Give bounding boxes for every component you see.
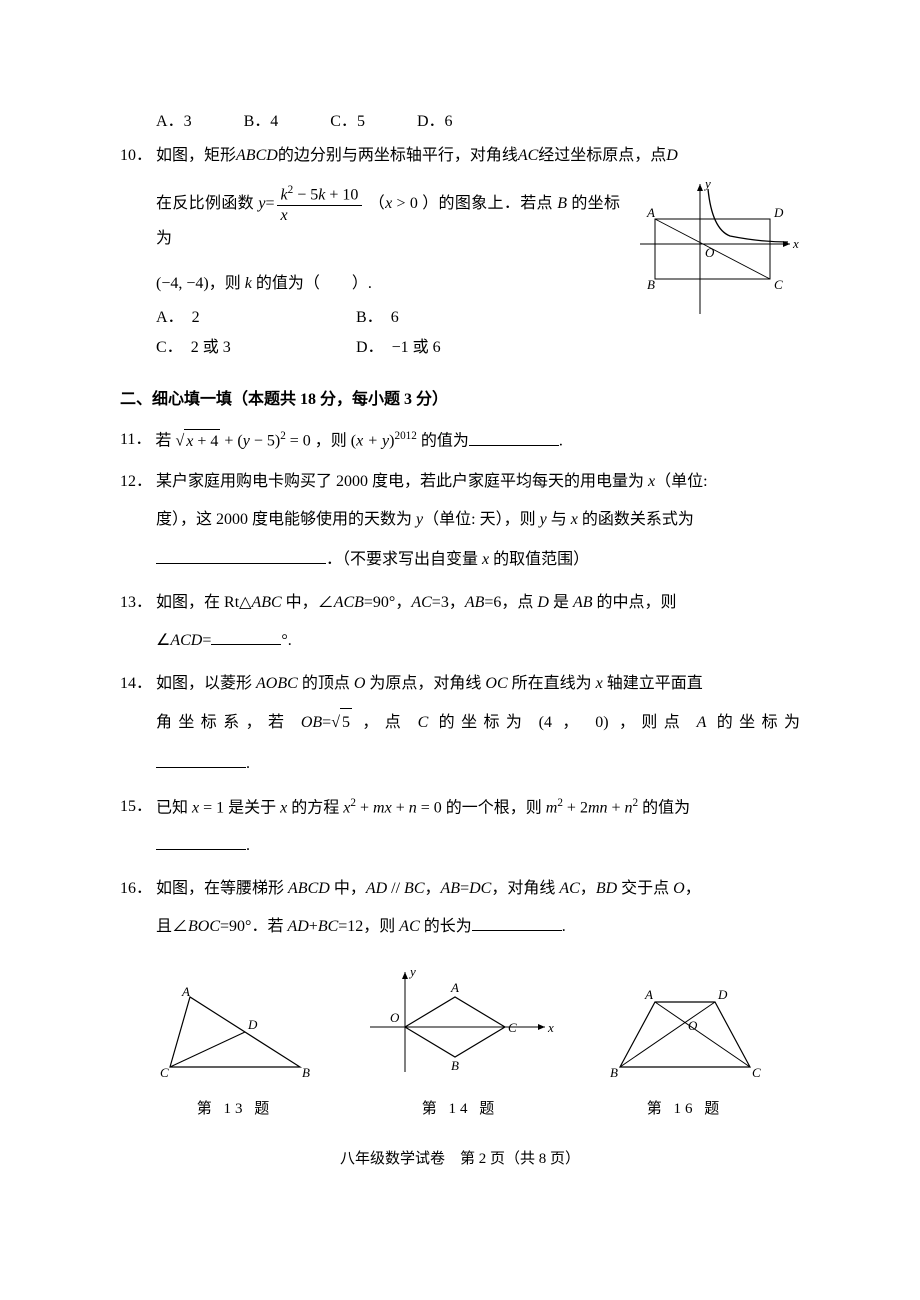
svg-text:B: B [302, 1065, 310, 1080]
q10-opt-c: C． 2 或 3 [156, 336, 356, 360]
svg-text:x: x [792, 236, 799, 251]
svg-text:C: C [508, 1020, 517, 1035]
svg-text:y: y [703, 176, 711, 191]
q12-blank [156, 547, 326, 564]
svg-text:O: O [688, 1018, 698, 1033]
q12: 12． 某户家庭用购电卡购买了 2000 度电，若此户家庭平均每天的用电量为 x… [120, 470, 800, 576]
svg-text:D: D [247, 1017, 258, 1032]
q13-line2: ∠ACD=°. [120, 627, 800, 656]
q16-line2: 且∠BOC=90°．若 AD+BC=12，则 AC 的长为. [120, 913, 800, 942]
q9-opt-a: A．3 [156, 110, 192, 134]
q14-blank [156, 751, 246, 768]
q14-line2: 角坐标系，若 OB=√5 ，点 C 的坐标为 (4 ， 0) ，则点 A 的坐标… [120, 708, 800, 738]
q9-opt-c: C．5 [330, 110, 365, 134]
q9-opt-d: D．6 [417, 110, 453, 134]
q13-line1: 如图，在 Rt△ABC 中，∠ACB=90°，AC=3，AB=6，点 D 是 A… [156, 591, 800, 615]
q15: 15． 已知 x = 1 是关于 x 的方程 x2 + mx + n = 0 的… [120, 795, 800, 861]
fig13: A C B D 第 13 题 [150, 982, 320, 1121]
q12-line1: 某户家庭用购电卡购买了 2000 度电，若此户家庭平均每天的用电量为 x（单位: [156, 470, 800, 494]
q10-number: 10． [120, 144, 152, 168]
q10: 10． 如图，矩形ABCD的边分别与两坐标轴平行，对角线AC经过坐标原点，点D … [120, 144, 800, 360]
svg-text:C: C [752, 1065, 761, 1080]
q16: 16． 如图，在等腰梯形 ABCD 中，AD // BC，AB=DC，对角线 A… [120, 877, 800, 942]
q12-line2: 度），这 2000 度电能够使用的天数为 y（单位: 天），则 y 与 x 的函… [120, 506, 800, 535]
svg-text:A: A [181, 984, 190, 999]
q16-number: 16． [120, 877, 152, 901]
q15-line2: . [120, 832, 800, 861]
svg-text:x: x [547, 1020, 554, 1035]
section2-title: 二、细心填一填（本题共 18 分，每小题 3 分） [120, 388, 800, 412]
q16-blank [472, 914, 562, 931]
svg-text:y: y [408, 964, 416, 979]
q13-number: 13． [120, 591, 152, 615]
q13: 13． 如图，在 Rt△ABC 中，∠ACB=90°，AC=3，AB=6，点 D… [120, 591, 800, 656]
svg-text:O: O [390, 1010, 400, 1025]
q11: 11． 若 √x + 4 + (y − 5)2 = 0 ，则 (x + y)20… [120, 428, 800, 453]
q14: 14． 如图，以菱形 AOBC 的顶点 O 为原点，对角线 OC 所在直线为 x… [120, 672, 800, 779]
svg-text:C: C [774, 277, 783, 292]
q10-figure: A D B C O x y [630, 174, 800, 332]
q10-opt-b: B． 6 [356, 306, 556, 330]
svg-text:O: O [705, 245, 715, 260]
q10-options: A． 2 B． 6 C． 2 或 3 D． −1 或 6 [120, 306, 620, 360]
q12-number: 12． [120, 470, 152, 494]
q13-blank [211, 628, 281, 645]
svg-text:A: A [450, 980, 459, 995]
svg-text:A: A [646, 205, 655, 220]
q11-blank [469, 429, 559, 446]
q15-number: 15． [120, 795, 152, 819]
svg-text:B: B [451, 1058, 459, 1073]
page-footer: 八年级数学试卷 第 2 页（共 8 页） [120, 1148, 800, 1171]
q10-opt-a: A． 2 [156, 306, 356, 330]
q9-opt-b: B．4 [244, 110, 279, 134]
q10-opt-d: D． −1 或 6 [356, 336, 556, 360]
fig14-caption: 第 14 题 [360, 1098, 560, 1121]
q11-number: 11． [120, 428, 151, 452]
fig16: A D B C O 第 16 题 [600, 982, 770, 1121]
q12-line3: ．（不要求写出自变量 x 的取值范围） [120, 546, 800, 575]
fig13-caption: 第 13 题 [150, 1098, 320, 1121]
svg-text:B: B [647, 277, 655, 292]
q15-blank [156, 833, 246, 850]
svg-text:C: C [160, 1065, 169, 1080]
svg-text:A: A [644, 987, 653, 1002]
q16-line1: 如图，在等腰梯形 ABCD 中，AD // BC，AB=DC，对角线 AC，BD… [156, 877, 800, 901]
q15-line1: 已知 x = 1 是关于 x 的方程 x2 + mx + n = 0 的一个根，… [156, 795, 800, 820]
q9-options: A．3 B．4 C．5 D．6 [120, 110, 800, 134]
q14-number: 14． [120, 672, 152, 696]
q14-line1: 如图，以菱形 AOBC 的顶点 O 为原点，对角线 OC 所在直线为 x 轴建立… [156, 672, 800, 696]
fig14: O A C B x y 第 14 题 [360, 962, 560, 1121]
svg-text:B: B [610, 1065, 618, 1080]
svg-text:D: D [773, 205, 784, 220]
fig16-caption: 第 16 题 [600, 1098, 770, 1121]
q14-line3: . [120, 750, 800, 779]
svg-text:D: D [717, 987, 728, 1002]
q10-line1: 如图，矩形ABCD的边分别与两坐标轴平行，对角线AC经过坐标原点，点D [156, 144, 800, 168]
figures-row: A C B D 第 13 题 O A C B x y 第 14 题 A D [120, 962, 800, 1121]
q11-body: 若 √x + 4 + (y − 5)2 = 0 ，则 (x + y)2012 的… [155, 428, 800, 453]
